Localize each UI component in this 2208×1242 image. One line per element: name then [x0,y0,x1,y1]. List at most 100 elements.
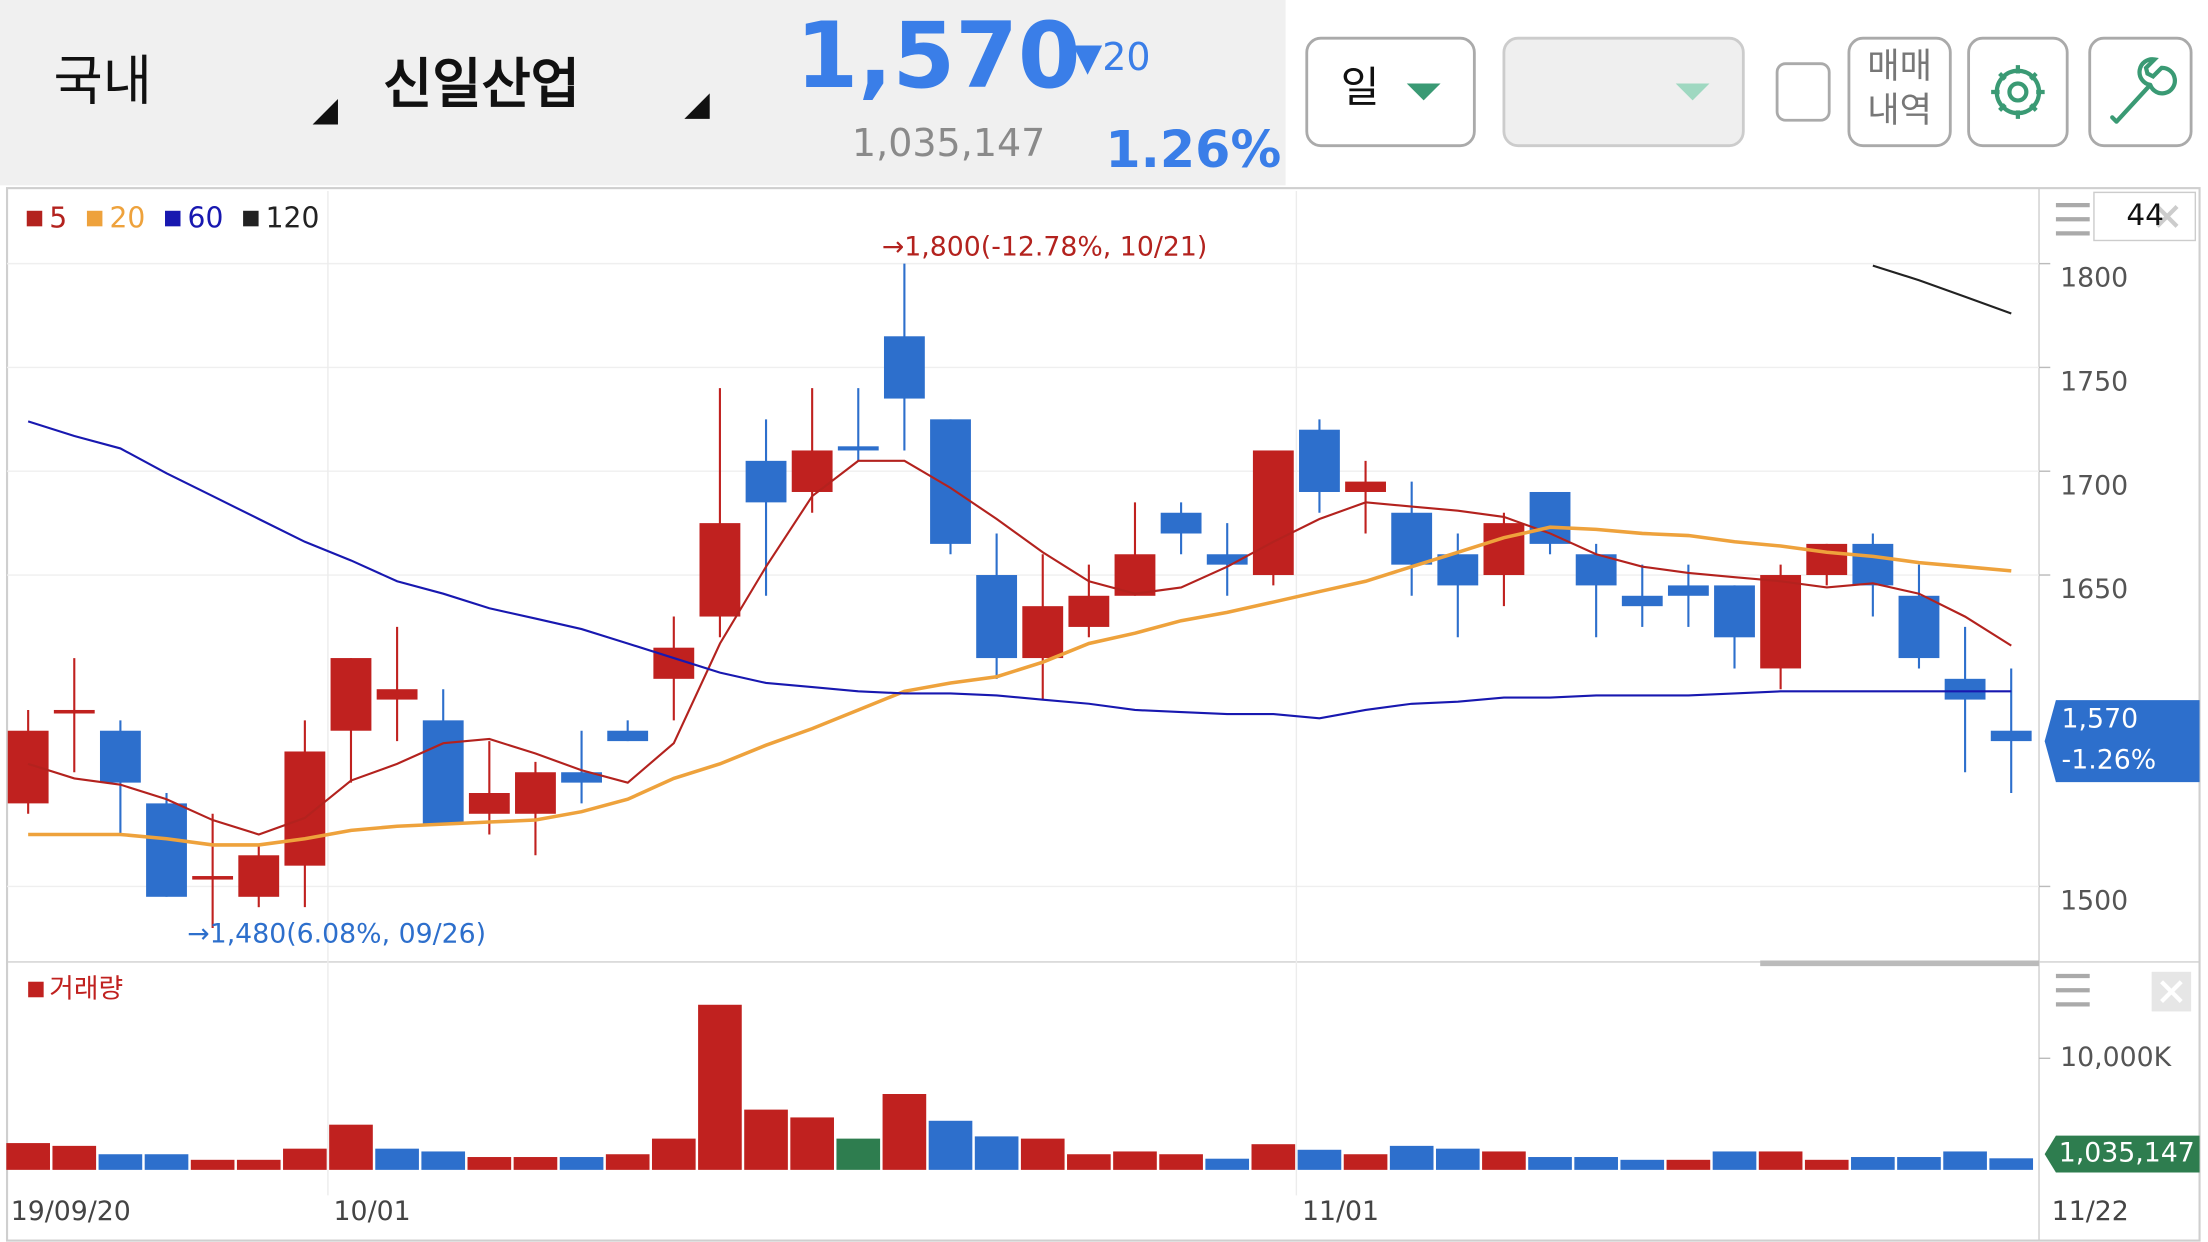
dropdown-arrow [1406,83,1441,101]
low-annotation: →1,480(6.08%, 09/26) [187,918,486,949]
volume-bar [6,1143,50,1170]
volume-bar [467,1157,512,1170]
volume-bar [1020,1138,1065,1170]
high-annotation: →1,800(-12.78%, 10/21) [882,232,1207,263]
volume-bar [559,1157,604,1170]
legend-swatch [165,210,181,227]
legend-label: 60 [188,201,224,234]
candle-body [1898,595,1940,659]
y-tick-label: 1750 [2060,366,2128,397]
candle-body [976,575,1018,659]
volume-bar [1712,1151,1757,1170]
price-tag-change: -1.26% [2062,744,2157,775]
period-label: 일 [1341,63,1380,112]
candle-body [99,730,141,783]
volume-bar [651,1138,696,1170]
volume-bar [236,1159,281,1170]
close-icon[interactable] [2155,205,2179,228]
y-tick-label: 1700 [2060,470,2128,501]
volume-bar [836,1138,881,1170]
candle-body [1252,450,1294,576]
candle-body [1760,575,1802,669]
candle-body [1299,429,1340,492]
menu-icon[interactable] [2055,202,2090,236]
volume-bar [882,1094,927,1170]
candle-body [1391,512,1433,565]
candle-body [1206,554,1248,565]
history-label: 내역 [1867,90,1932,131]
y-tick-label: 10,000K [2060,1042,2173,1073]
candle-body [53,709,95,714]
volume-bar [1989,1158,2034,1170]
checkbox[interactable] [1775,62,1831,122]
volume-bar [1343,1154,1388,1170]
price-tag-value: 1,570 [2062,703,2139,734]
trade-volume: 1,035,147 [852,121,1045,165]
volume-bar [1666,1159,1711,1170]
volume-bar [1067,1154,1111,1170]
legend-label: 20 [109,201,145,234]
candle-body [1575,554,1617,586]
volume-bar [98,1154,143,1170]
volume-bar [375,1148,419,1170]
dropdown-mark [684,93,710,119]
volume-bar [744,1109,788,1170]
ma-line [27,459,2012,836]
candle-body [1114,554,1156,596]
candle-body [146,803,187,897]
candle-body [1022,606,1064,659]
candle-body [192,876,234,880]
y-tick-label: 1650 [2060,574,2128,605]
volume-bar [421,1151,466,1170]
candle-body [1483,523,1525,576]
candle-body [561,772,602,783]
volume-bar [1389,1145,1434,1170]
current-price: 1,570 [796,4,1081,109]
settings-button[interactable] [1967,36,2069,148]
candle-body [883,336,925,399]
volume-bar [1159,1154,1203,1170]
candle-body [515,772,556,814]
tools-button[interactable] [2088,36,2193,148]
candle-body [1621,595,1663,607]
history-button[interactable] [1847,36,1952,148]
stock-name[interactable]: 신일산업 [383,52,580,115]
volume-bar [283,1148,327,1170]
volume-bar [1758,1151,1803,1170]
count-box[interactable] [2093,191,2197,242]
dropdown-mark [312,99,338,125]
visible-count: 44 [2126,197,2164,232]
menu-icon[interactable] [2055,973,2090,1007]
candle-body [1068,595,1110,627]
x-tick-label: 19/09/20 [11,1196,131,1227]
option-select[interactable] [1502,36,1745,148]
market-select[interactable]: 국내 [54,49,152,112]
y-tick-label: 1500 [2060,885,2128,916]
x-tick-label: 11/22 [2052,1196,2129,1227]
legend-swatch [243,210,259,227]
legend-swatch [26,210,43,227]
x-tick-label: 10/01 [334,1196,411,1227]
close-icon [2160,980,2183,1004]
candle-body [284,751,326,866]
candle-body [745,460,787,503]
legend-label: 120 [266,201,320,234]
header-bg [0,0,1286,186]
candle-body [837,446,879,451]
x-tick-label: 11/01 [1302,1196,1379,1227]
candle-body [468,793,510,814]
period-select[interactable] [1305,36,1476,148]
wrench-icon [2110,57,2177,124]
gear-icon [1991,65,2045,119]
chart-frame [5,187,2201,1242]
volume-bar [790,1117,834,1170]
history-label: 매매 [1867,46,1932,87]
candle-body [1852,543,1894,586]
change-rate: 1.26% [1105,120,1281,179]
volume-bar [144,1154,189,1170]
grid [7,190,2051,1196]
volume-bar [1205,1158,1250,1170]
volume-bar [1943,1151,1987,1170]
candle-body [930,419,971,544]
